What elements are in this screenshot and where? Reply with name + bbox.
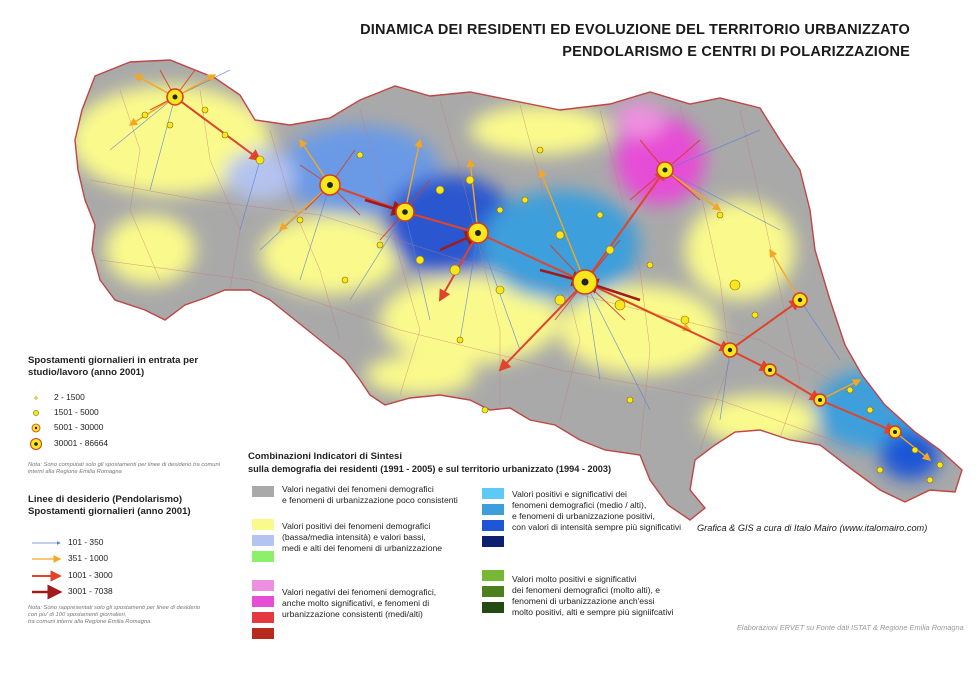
swatch-green-3 xyxy=(482,602,504,613)
legend-flow-item: 1501 - 5000 xyxy=(54,407,99,417)
combo-green-2: dei fenomeni demografici (molto alti), e xyxy=(512,585,661,595)
center-node-large xyxy=(166,88,902,439)
swatch-navy xyxy=(482,536,504,547)
swatch-pink xyxy=(252,580,274,591)
combo-yellow-2: (bassa/media intensità) e valori bassi, xyxy=(282,532,426,542)
swatch-yellow xyxy=(252,519,274,530)
legend-line-item: 101 - 350 xyxy=(68,537,104,547)
legend-lines-title-2: Spostamenti giornalieri (anno 2001) xyxy=(28,506,191,517)
swatch-light-blue xyxy=(252,535,274,546)
center-node-small xyxy=(141,106,944,484)
combo-pink-2: anche molto significativi, e fenomeni di xyxy=(282,598,430,608)
swatch-dark-red xyxy=(252,628,274,639)
source-text: Elaborazioni ERVET su Fonte dati ISTAT &… xyxy=(737,623,964,632)
legend-line-symbols xyxy=(32,541,63,600)
legend-lines-note-1: Nota: Sono rappresentati solo gli sposta… xyxy=(28,605,201,611)
map-title-line1: DINAMICA DEI RESIDENTI ED EVOLUZIONE DEL… xyxy=(360,22,910,38)
map-title-line2: PENDOLARISMO E CENTRI DI POLARIZZAZIONE xyxy=(562,44,910,60)
swatch-green-1 xyxy=(482,570,504,581)
combo-yellow-1: Valori positivi dei fenomeni demografici xyxy=(282,521,431,531)
legend-lines-title-1: Linee di desiderio (Pendolarismo) xyxy=(28,494,183,505)
legend-line-item: 1001 - 3000 xyxy=(68,570,113,580)
region-border xyxy=(74,59,963,521)
combo-yellow-3: medi e alti dei fenomeni di urbanizzazio… xyxy=(282,543,443,553)
legend-lines-note-2: con piu' di 100 spostamenti giornalieri, xyxy=(28,612,127,618)
credit-text: Grafica & GIS a cura di Italo Mairo (www… xyxy=(697,523,928,533)
flow-lines-high xyxy=(128,74,932,461)
centers xyxy=(141,88,944,484)
combo-pink-1: Valori negativi dei fenomeni demografici… xyxy=(282,587,437,597)
combo-green-3: fenomeni di urbanizzazione anch'essi xyxy=(512,596,655,606)
legend-flow-note: Nota: Sono computati solo gli spostament… xyxy=(28,462,221,475)
swatch-light-green xyxy=(252,551,274,562)
swatch-blue-mid xyxy=(482,504,504,515)
combo-grey-1: Valori negativi dei fenomeni demografici xyxy=(282,484,434,494)
legend-flow-symbols xyxy=(30,396,42,450)
legend-combo-title-2: sulla demografia dei residenti (1991 - 2… xyxy=(248,464,612,474)
legend-flow-title: Spostamenti giornalieri in entrata per s… xyxy=(28,355,199,378)
swatch-blue xyxy=(482,520,504,531)
combo-blue-2: fenomeni demografici (medio / alti), xyxy=(512,500,647,510)
legend-line-item: 3001 - 7038 xyxy=(68,586,113,596)
combo-grey-2: e fenomeni di urbanizzazione poco consis… xyxy=(282,495,458,505)
combo-blue-3: e fenomeni di urbanizzazione positivi, xyxy=(512,511,655,521)
municipal-borders xyxy=(89,89,901,451)
legend-combo-title-1: Combinazioni Indicatori di Sintesi xyxy=(248,451,403,462)
combo-blue-4: con valori di intensità sempre più signi… xyxy=(512,522,682,532)
swatch-grey xyxy=(252,486,274,497)
swatch-red xyxy=(252,612,274,623)
combo-green-4: molto positivi, alti e sempre più signii… xyxy=(512,607,674,617)
swatch-magenta xyxy=(252,596,274,607)
legend-flow-item: 2 - 1500 xyxy=(54,392,85,402)
swatch-sky xyxy=(482,488,504,499)
combo-pink-3: urbanizzazione consistenti (medi/alti) xyxy=(282,609,423,619)
legend-line-item: 351 - 1000 xyxy=(68,553,109,563)
legend-flow-item: 5001 - 30000 xyxy=(54,422,104,432)
combo-blue-1: Valori positivi e significativi dei xyxy=(512,489,627,499)
legend-flow-item: 30001 - 86664 xyxy=(54,438,109,448)
region-fill xyxy=(75,60,962,520)
legend-lines-note-3: tra comuni interni alla Regione Emilia R… xyxy=(28,619,151,625)
swatch-green-2 xyxy=(482,586,504,597)
combo-green-1: Valori molto positivi e significativi xyxy=(512,574,637,584)
